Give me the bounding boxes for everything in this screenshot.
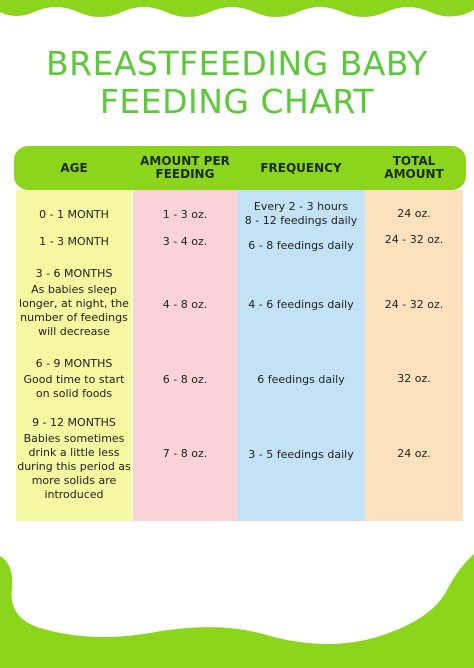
top-wave-decoration	[0, 0, 474, 17]
table-row-3-note: As babies sleep longer, at night, the nu…	[19, 283, 129, 338]
header-frequency: FREQUENCY	[260, 160, 342, 175]
table-row-5-note: Babies sometimes drink a little less dur…	[17, 432, 131, 501]
bottom-wave-decoration	[0, 554, 474, 668]
table-row-1-total: 24 oz.	[397, 207, 431, 220]
table-row-2-frequency: 6 - 8 feedings daily	[248, 239, 354, 252]
frequency-column	[237, 190, 365, 521]
table-header-bar	[14, 146, 466, 190]
total-column	[365, 190, 463, 521]
table-row-5-age: 9 - 12 MONTHS Babies sometimes drink a l…	[17, 416, 131, 501]
table-row-4-age: 6 - 9 MONTHS Good time to start on solid…	[16, 357, 132, 401]
table-row-3-frequency: 4 - 6 feedings daily	[248, 298, 354, 311]
table-row-2-total: 24 - 32 oz.	[384, 233, 444, 246]
table-row-3-amount: 4 - 8 oz.	[162, 298, 208, 311]
table-row-1-frequency: Every 2 - 3 hours 8 - 12 feedings daily	[244, 200, 358, 227]
table-row-1-age: 0 - 1 MONTH	[39, 208, 109, 221]
page-title-line-2: FEEDING CHART	[99, 82, 375, 121]
table-row-4-amount: 6 - 8 oz.	[162, 373, 208, 386]
table-row-2-age: 1 - 3 MONTH	[39, 235, 109, 248]
table-row-5-amount: 7 - 8 oz.	[162, 447, 208, 460]
table-row-5-total: 24 oz.	[397, 447, 431, 460]
amount-column	[133, 190, 237, 521]
table-row-2-amount: 3 - 4 oz.	[162, 235, 208, 248]
header-age: AGE	[60, 160, 88, 175]
table-row-1-amount: 1 - 3 oz.	[162, 208, 208, 221]
table-row-4-total: 32 oz.	[397, 372, 431, 385]
table-row-3-age: 3 - 6 MONTHS As babies sleep longer, at …	[16, 267, 132, 339]
header-amount-per-feeding: AMOUNT PER FEEDING	[140, 154, 230, 181]
table-row-4-frequency: 6 feedings daily	[257, 373, 345, 386]
table-row-5-frequency: 3 - 5 feedings daily	[248, 448, 354, 461]
table-row-4-note: Good time to start on solid foods	[23, 373, 125, 400]
page-title-line-1: BREASTFEEDING BABY	[46, 44, 428, 83]
age-column	[16, 190, 132, 521]
table-row-3-total: 24 - 32 oz.	[384, 298, 444, 311]
header-total-amount: TOTAL AMOUNT	[384, 154, 444, 181]
